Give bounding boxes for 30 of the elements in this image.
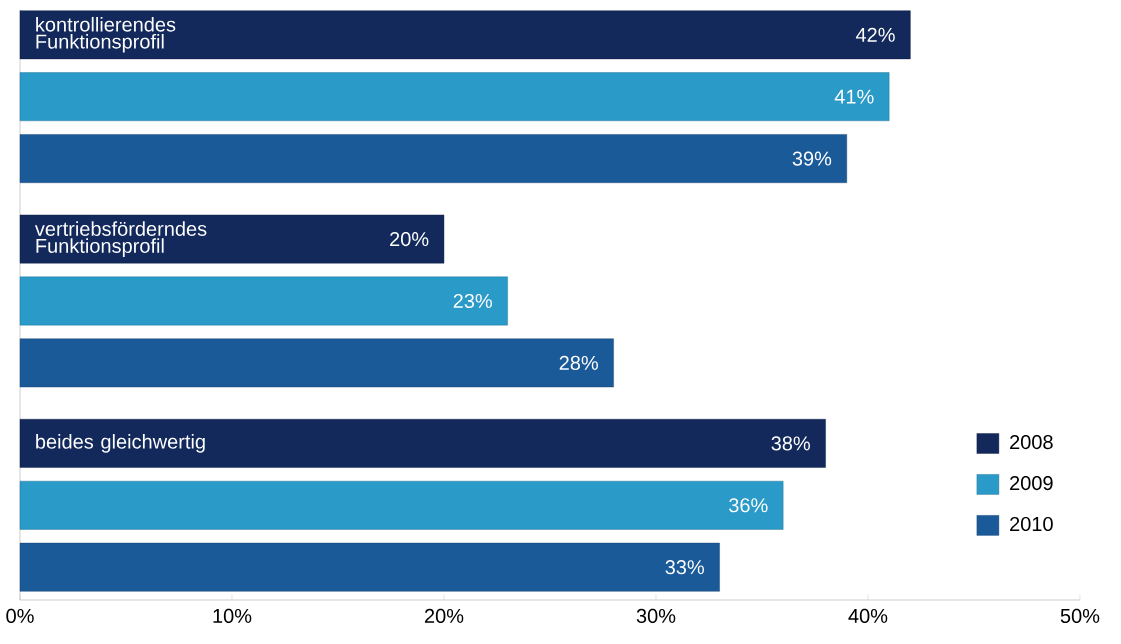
data-label: 38%	[771, 436, 810, 451]
data-label: 20%	[390, 231, 429, 247]
bar	[19, 10, 911, 60]
legend-label: 2010	[1010, 516, 1053, 532]
bar	[19, 338, 614, 388]
bar	[19, 480, 784, 530]
data-label: 33%	[665, 560, 704, 575]
y-tick-label: vertriebsförderndes Funktionsprofil	[34, 221, 207, 257]
data-label: 39%	[792, 151, 832, 166]
x-tick-label: 40%	[848, 608, 888, 624]
y-tick-label: beides gleichwertig	[36, 434, 205, 453]
legend-label: 2009	[1010, 475, 1053, 491]
data-label: 41%	[834, 89, 874, 104]
bar	[19, 542, 720, 592]
y-tick-label: kontrollierendes Funktionsprofil	[36, 16, 176, 53]
x-tick-label: 50%	[1060, 608, 1100, 624]
bar	[19, 134, 847, 183]
bar	[19, 276, 508, 326]
data-label: 23%	[453, 293, 492, 309]
x-tick-label: 0%	[6, 608, 34, 624]
data-label: 36%	[729, 498, 768, 513]
x-tick-label: 10%	[213, 608, 252, 624]
legend-label: 2008	[1010, 435, 1053, 450]
bar	[19, 214, 445, 264]
x-tick-label: 20%	[424, 608, 464, 624]
bar	[19, 72, 890, 122]
data-label: 42%	[855, 27, 895, 42]
bar	[19, 419, 826, 468]
data-label: 28%	[559, 355, 598, 370]
x-tick-label: 30%	[636, 608, 676, 624]
